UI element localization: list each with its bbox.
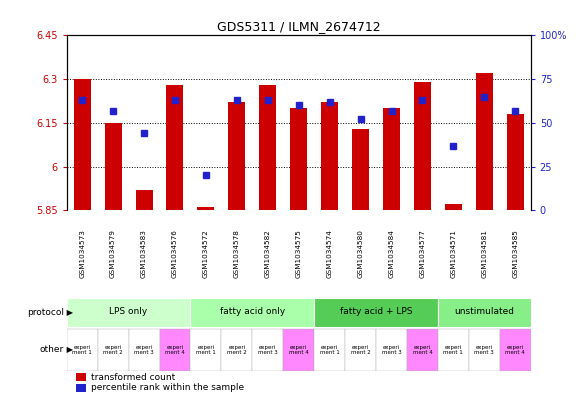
Text: protocol: protocol bbox=[27, 308, 64, 317]
Bar bbox=[197, 208, 215, 210]
Text: experi
ment 3: experi ment 3 bbox=[258, 345, 278, 355]
Text: LPS only: LPS only bbox=[110, 307, 148, 316]
Text: GSM1034575: GSM1034575 bbox=[296, 229, 302, 278]
Bar bbox=[469, 329, 500, 371]
Text: unstimulated: unstimulated bbox=[454, 307, 514, 316]
Text: transformed count: transformed count bbox=[91, 373, 175, 382]
Bar bbox=[104, 123, 122, 210]
Text: GSM1034572: GSM1034572 bbox=[203, 229, 209, 278]
Bar bbox=[290, 108, 307, 210]
Text: experi
ment 1: experi ment 1 bbox=[72, 345, 92, 355]
Bar bbox=[129, 329, 160, 371]
Text: GSM1034579: GSM1034579 bbox=[110, 229, 116, 278]
Text: experi
ment 4: experi ment 4 bbox=[165, 345, 185, 355]
Bar bbox=[321, 103, 338, 210]
Text: experi
ment 2: experi ment 2 bbox=[103, 345, 123, 355]
Bar bbox=[97, 329, 129, 371]
Bar bbox=[76, 384, 86, 392]
Bar bbox=[166, 85, 183, 210]
Bar bbox=[67, 329, 97, 371]
Bar bbox=[438, 298, 531, 327]
Text: experi
ment 1: experi ment 1 bbox=[444, 345, 463, 355]
Text: experi
ment 2: experi ment 2 bbox=[227, 345, 246, 355]
Bar bbox=[190, 298, 314, 327]
Text: experi
ment 4: experi ment 4 bbox=[412, 345, 432, 355]
Bar bbox=[74, 79, 90, 210]
Bar bbox=[190, 329, 222, 371]
Text: GSM1034578: GSM1034578 bbox=[234, 229, 240, 278]
Bar bbox=[476, 73, 493, 210]
Text: GSM1034580: GSM1034580 bbox=[357, 229, 364, 278]
Text: experi
ment 1: experi ment 1 bbox=[320, 345, 339, 355]
Bar bbox=[229, 103, 245, 210]
Bar bbox=[345, 329, 376, 371]
Bar bbox=[76, 373, 86, 381]
Text: ▶: ▶ bbox=[64, 345, 73, 354]
Text: experi
ment 4: experi ment 4 bbox=[289, 345, 309, 355]
Bar bbox=[259, 85, 276, 210]
Text: GSM1034582: GSM1034582 bbox=[264, 229, 271, 278]
Bar bbox=[507, 114, 524, 210]
Bar bbox=[376, 329, 407, 371]
Text: percentile rank within the sample: percentile rank within the sample bbox=[91, 383, 244, 392]
Bar bbox=[407, 329, 438, 371]
Bar bbox=[222, 329, 252, 371]
Text: experi
ment 4: experi ment 4 bbox=[505, 345, 525, 355]
Text: experi
ment 1: experi ment 1 bbox=[196, 345, 216, 355]
Text: GSM1034571: GSM1034571 bbox=[450, 229, 456, 278]
Text: GSM1034581: GSM1034581 bbox=[481, 229, 487, 278]
Text: other: other bbox=[39, 345, 64, 354]
Bar bbox=[383, 108, 400, 210]
Bar bbox=[352, 129, 369, 210]
Text: experi
ment 3: experi ment 3 bbox=[382, 345, 401, 355]
Bar bbox=[314, 329, 345, 371]
Bar bbox=[67, 298, 190, 327]
Bar bbox=[445, 204, 462, 210]
Text: GSM1034583: GSM1034583 bbox=[141, 229, 147, 278]
Bar bbox=[314, 298, 438, 327]
Bar bbox=[160, 329, 190, 371]
Bar bbox=[414, 82, 431, 210]
Bar bbox=[500, 329, 531, 371]
Text: GSM1034576: GSM1034576 bbox=[172, 229, 178, 278]
Text: fatty acid + LPS: fatty acid + LPS bbox=[340, 307, 412, 316]
Text: GSM1034585: GSM1034585 bbox=[512, 229, 519, 278]
Text: experi
ment 3: experi ment 3 bbox=[134, 345, 154, 355]
Text: GSM1034584: GSM1034584 bbox=[389, 229, 394, 278]
Bar bbox=[438, 329, 469, 371]
Text: ▶: ▶ bbox=[64, 308, 73, 317]
Text: fatty acid only: fatty acid only bbox=[220, 307, 285, 316]
Bar bbox=[283, 329, 314, 371]
Text: GSM1034577: GSM1034577 bbox=[419, 229, 426, 278]
Title: GDS5311 / ILMN_2674712: GDS5311 / ILMN_2674712 bbox=[217, 20, 380, 33]
Bar bbox=[252, 329, 283, 371]
Bar bbox=[136, 190, 153, 210]
Text: GSM1034573: GSM1034573 bbox=[79, 229, 85, 278]
Text: experi
ment 2: experi ment 2 bbox=[351, 345, 371, 355]
Text: GSM1034574: GSM1034574 bbox=[327, 229, 333, 278]
Text: experi
ment 3: experi ment 3 bbox=[474, 345, 494, 355]
